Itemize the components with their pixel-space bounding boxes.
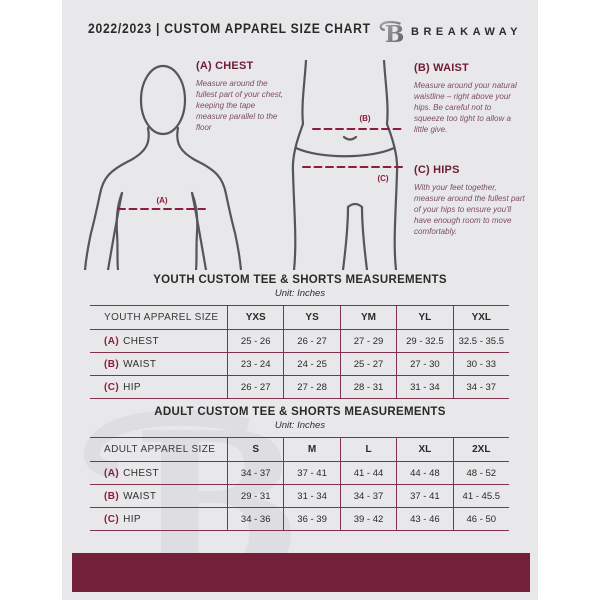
waist-instruction-heading: (B) WAIST <box>414 62 469 74</box>
table-cell: 43 - 46 <box>396 508 452 530</box>
adult-table-unit: Unit: Inches <box>274 420 326 431</box>
column-header: M <box>283 438 339 461</box>
column-header: ADULT APPAREL SIZE <box>104 444 216 455</box>
waist-instruction: (B) WAIST Measure around your natural wa… <box>414 62 518 135</box>
row-label: (C) HIP <box>104 513 141 525</box>
hips-instruction-text: With your feet together, measure around … <box>414 183 525 237</box>
waist-marker-label: (B) <box>359 114 370 123</box>
table-cell: 26 - 27 <box>227 376 283 398</box>
table-cell: 34 - 37 <box>339 485 396 507</box>
page-title: 2022/2023 | CUSTOM APPAREL SIZE CHART <box>88 21 371 36</box>
table-cell: 30 - 33 <box>452 353 509 375</box>
table-cell: 25 - 26 <box>227 330 283 352</box>
column-header: 2XL <box>452 438 509 461</box>
youth-size-table-section: YOUTH CUSTOM TEE & SHORTS MEASUREMENTS U… <box>90 274 510 399</box>
table-cell: 24 - 25 <box>283 353 339 375</box>
youth-size-table: YOUTH APPAREL SIZE YXS YS YM YL YXL (A) … <box>90 305 509 399</box>
column-header: YM <box>339 306 396 329</box>
size-chart-page: B 2022/2023 | CUSTOM APPAREL SIZE CHART … <box>62 0 538 600</box>
column-header: YXL <box>452 306 509 329</box>
chest-instruction-heading: (A) CHEST <box>196 60 254 72</box>
column-header: XL <box>396 438 452 461</box>
chest-marker-label: (A) <box>156 196 167 205</box>
table-cell: 26 - 27 <box>283 330 339 352</box>
table-cell: 28 - 31 <box>339 376 396 398</box>
adult-size-table-section: ADULT CUSTOM TEE & SHORTS MEASUREMENTS U… <box>90 406 510 531</box>
table-cell: 37 - 41 <box>283 462 339 484</box>
table-cell: 25 - 27 <box>339 353 396 375</box>
table-cell: 27 - 28 <box>283 376 339 398</box>
column-header: YOUTH APPAREL SIZE <box>104 312 219 323</box>
youth-table-header-row: YOUTH APPAREL SIZE YXS YS YM YL YXL <box>90 305 509 330</box>
row-label: (A) CHEST <box>104 467 159 479</box>
row-label: (B) WAIST <box>104 358 157 370</box>
waist-instruction-text: Measure around your natural waistline – … <box>414 81 517 135</box>
chest-instruction: (A) CHEST Measure around the fullest par… <box>196 60 288 133</box>
table-cell: 41 - 44 <box>339 462 396 484</box>
waist-hips-measurement-diagram: (B) (C) <box>291 60 406 270</box>
table-cell: 34 - 37 <box>227 462 283 484</box>
breakaway-logo-icon: B <box>379 21 405 47</box>
table-cell: 34 - 36 <box>227 508 283 530</box>
table-cell: 36 - 39 <box>283 508 339 530</box>
adult-table-title: ADULT CUSTOM TEE & SHORTS MEASUREMENTS <box>154 406 446 418</box>
adult-chest-row: (A) CHEST 34 - 37 37 - 41 41 - 44 44 - 4… <box>90 462 509 485</box>
hips-instruction: (C) HIPS With your feet together, measur… <box>414 164 526 237</box>
table-cell: 29 - 32.5 <box>396 330 452 352</box>
column-header: L <box>339 438 396 461</box>
row-label: (A) CHEST <box>104 335 159 347</box>
youth-table-unit: Unit: Inches <box>274 288 326 299</box>
youth-waist-row: (B) WAIST 23 - 24 24 - 25 25 - 27 27 - 3… <box>90 353 509 376</box>
row-label: (B) WAIST <box>104 490 157 502</box>
adult-hip-row: (C) HIP 34 - 36 36 - 39 39 - 42 43 - 46 … <box>90 508 509 531</box>
youth-table-title: YOUTH CUSTOM TEE & SHORTS MEASUREMENTS <box>153 274 447 286</box>
adult-table-header-row: ADULT APPAREL SIZE S M L XL 2XL <box>90 437 509 462</box>
table-cell: 32.5 - 35.5 <box>452 330 509 352</box>
table-cell: 39 - 42 <box>339 508 396 530</box>
column-header: S <box>227 438 283 461</box>
torso-measurement-diagram: (A) <box>83 64 242 270</box>
hips-marker-label: (C) <box>377 174 388 183</box>
adult-size-table: ADULT APPAREL SIZE S M L XL 2XL (A) CHES… <box>90 437 509 531</box>
chest-instruction-text: Measure around the fullest part of your … <box>196 79 284 133</box>
svg-text:B: B <box>385 21 405 47</box>
youth-hip-row: (C) HIP 26 - 27 27 - 28 28 - 31 31 - 34 … <box>90 376 509 399</box>
youth-chest-row: (A) CHEST 25 - 26 26 - 27 27 - 29 29 - 3… <box>90 330 509 353</box>
column-header: YL <box>396 306 452 329</box>
table-cell: 44 - 48 <box>396 462 452 484</box>
table-cell: 48 - 52 <box>452 462 509 484</box>
row-label: (C) HIP <box>104 381 141 393</box>
table-cell: 31 - 34 <box>283 485 339 507</box>
table-cell: 34 - 37 <box>452 376 509 398</box>
brand-name: BREAKAWAY <box>411 26 522 38</box>
column-header: YS <box>283 306 339 329</box>
table-cell: 41 - 45.5 <box>452 485 509 507</box>
table-cell: 46 - 50 <box>452 508 509 530</box>
table-cell: 23 - 24 <box>227 353 283 375</box>
adult-waist-row: (B) WAIST 29 - 31 31 - 34 34 - 37 37 - 4… <box>90 485 509 508</box>
table-cell: 37 - 41 <box>396 485 452 507</box>
table-cell: 31 - 34 <box>396 376 452 398</box>
column-header: YXS <box>227 306 283 329</box>
table-cell: 27 - 29 <box>339 330 396 352</box>
table-cell: 29 - 31 <box>227 485 283 507</box>
footer-accent-bar <box>72 553 530 592</box>
hips-instruction-heading: (C) HIPS <box>414 164 460 176</box>
table-cell: 27 - 30 <box>396 353 452 375</box>
